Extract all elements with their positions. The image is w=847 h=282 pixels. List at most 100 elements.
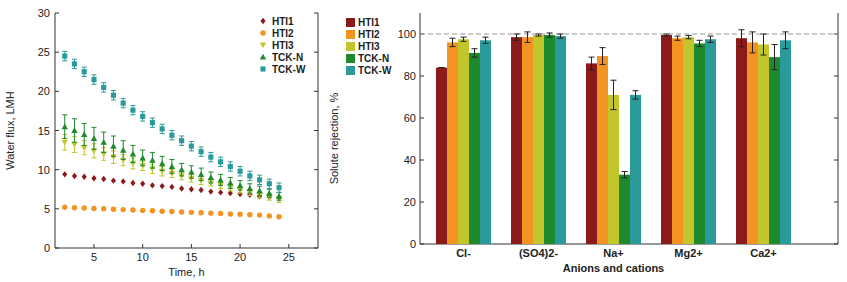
point bbox=[237, 212, 242, 217]
bar bbox=[436, 68, 447, 244]
point bbox=[228, 211, 233, 216]
error-cap bbox=[179, 135, 184, 136]
point bbox=[140, 114, 145, 119]
bar bbox=[780, 40, 791, 244]
error-cap bbox=[739, 29, 745, 30]
x-axis-title: Time, h bbox=[168, 266, 204, 278]
error-bar bbox=[686, 35, 692, 38]
error-cap bbox=[130, 105, 135, 106]
y-tick-label: 30 bbox=[38, 7, 50, 19]
error-line bbox=[474, 49, 475, 57]
y-tick bbox=[420, 118, 424, 119]
error-cap bbox=[62, 114, 67, 115]
legend-swatch bbox=[346, 18, 355, 27]
point bbox=[121, 101, 126, 106]
point bbox=[189, 186, 194, 192]
error-line bbox=[635, 91, 636, 99]
legend-swatch bbox=[346, 30, 355, 39]
error-line bbox=[710, 36, 711, 42]
y-tick-label: 100 bbox=[398, 28, 416, 40]
point bbox=[82, 69, 87, 74]
point bbox=[111, 93, 116, 98]
legend-label: HTI2 bbox=[358, 29, 380, 40]
point bbox=[198, 171, 204, 177]
plot-area bbox=[62, 51, 283, 219]
error-cap bbox=[277, 200, 282, 201]
error-cap bbox=[439, 67, 445, 68]
error-cap bbox=[589, 69, 595, 70]
y-tick bbox=[55, 208, 59, 209]
point bbox=[120, 147, 126, 153]
point bbox=[160, 183, 165, 189]
error-bar bbox=[708, 36, 714, 42]
error-bar bbox=[277, 183, 282, 192]
error-cap bbox=[514, 40, 520, 41]
error-cap bbox=[664, 36, 670, 37]
legend-label: HTI2 bbox=[272, 28, 294, 39]
error-cap bbox=[101, 152, 106, 153]
error-bar bbox=[101, 132, 106, 152]
error-cap bbox=[228, 177, 233, 178]
error-cap bbox=[633, 90, 639, 91]
y-tick-label: 40 bbox=[404, 154, 416, 166]
error-cap bbox=[675, 40, 681, 41]
point bbox=[130, 151, 136, 157]
error-line bbox=[591, 57, 592, 70]
error-cap bbox=[150, 173, 155, 174]
point bbox=[139, 155, 145, 161]
error-bar bbox=[160, 124, 165, 133]
legend-swatch bbox=[346, 42, 355, 51]
error-bar bbox=[82, 123, 87, 145]
error-cap bbox=[140, 121, 145, 122]
error-cap bbox=[121, 98, 126, 99]
x-tick-label: (SO4)2- bbox=[519, 247, 558, 259]
y-tick bbox=[55, 91, 59, 92]
error-bar bbox=[111, 136, 116, 156]
point bbox=[257, 212, 262, 217]
y-tick-right bbox=[834, 160, 838, 161]
error-cap bbox=[91, 127, 96, 128]
point bbox=[276, 193, 282, 199]
error-cap bbox=[267, 179, 272, 180]
point bbox=[208, 155, 213, 160]
error-cap bbox=[199, 184, 204, 185]
point bbox=[150, 208, 155, 213]
x-tick bbox=[288, 244, 289, 248]
point bbox=[159, 160, 165, 166]
error-bar bbox=[228, 178, 233, 189]
error-cap bbox=[62, 138, 67, 139]
y-tick-right bbox=[834, 244, 838, 245]
error-cap bbox=[82, 76, 87, 77]
point bbox=[247, 185, 253, 191]
bar bbox=[661, 35, 672, 244]
bar bbox=[630, 95, 641, 244]
legend-label: HTI1 bbox=[358, 17, 380, 28]
error-cap bbox=[101, 160, 106, 161]
error-cap bbox=[600, 64, 606, 65]
point bbox=[188, 169, 194, 175]
error-cap bbox=[783, 31, 789, 32]
error-bar bbox=[179, 163, 184, 176]
error-cap bbox=[140, 111, 145, 112]
point bbox=[169, 184, 174, 190]
error-cap bbox=[228, 161, 233, 162]
y-tick-right bbox=[314, 91, 318, 92]
y-axis bbox=[420, 13, 421, 244]
point bbox=[81, 145, 87, 151]
bar bbox=[758, 45, 769, 245]
point bbox=[140, 181, 145, 187]
bar bbox=[769, 57, 780, 244]
error-bar bbox=[247, 184, 252, 193]
point bbox=[267, 213, 272, 218]
error-cap bbox=[247, 171, 252, 172]
error-cap bbox=[150, 152, 155, 153]
y-tick-label: 80 bbox=[404, 70, 416, 82]
legend-marker bbox=[260, 18, 265, 24]
series bbox=[62, 205, 282, 220]
y-tick-right bbox=[314, 130, 318, 131]
error-bar bbox=[622, 172, 628, 178]
error-bar bbox=[547, 33, 553, 37]
error-line bbox=[752, 32, 753, 53]
error-cap bbox=[600, 47, 606, 48]
error-cap bbox=[140, 165, 145, 166]
